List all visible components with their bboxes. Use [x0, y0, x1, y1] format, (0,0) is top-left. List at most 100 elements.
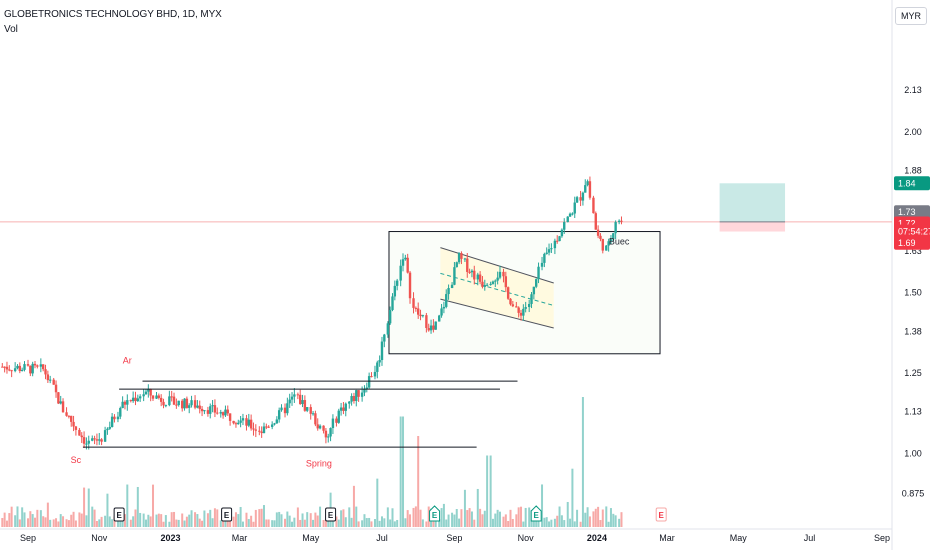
volume-bar: [237, 514, 240, 527]
candle-body: [65, 412, 68, 416]
candle-body: [185, 398, 189, 408]
volume-bar: [211, 518, 214, 527]
volume-bar: [10, 506, 13, 527]
volume-bar: [162, 521, 165, 527]
volume-bar: [335, 516, 338, 527]
earnings-marker[interactable]: E: [325, 507, 337, 522]
volume-bar: [44, 517, 47, 527]
volume-bar: [404, 518, 407, 527]
time-axis[interactable]: Sep Nov 2023 Mar May Jul Sep Nov 2024 Mar May Jul Se…: [20, 533, 890, 543]
candle-body: [421, 315, 425, 317]
candle-body: [41, 364, 45, 370]
earnings-marker[interactable]: E: [221, 507, 233, 522]
volume-bar: [466, 510, 469, 527]
volume-bar: [594, 508, 597, 527]
candle-body: [311, 413, 315, 415]
x-tick-label: Jul: [804, 533, 816, 543]
volume-bar: [29, 511, 32, 527]
candle-body: [106, 428, 109, 431]
volume-bar: [451, 512, 454, 527]
earnings-marker[interactable]: E: [113, 507, 125, 522]
volume-bar: [119, 521, 122, 527]
candle-body: [78, 429, 81, 436]
volume-bar: [134, 509, 137, 527]
drawing-zones: [0, 183, 892, 232]
volume-bar: [592, 511, 595, 527]
candle-body: [70, 415, 73, 422]
volume-bar: [344, 517, 347, 527]
candle-body: [252, 428, 255, 430]
volume-bar: [348, 507, 351, 527]
earnings-label: E: [659, 511, 665, 520]
volume-bar: [98, 519, 101, 527]
candle-body: [485, 284, 489, 286]
candle-body: [247, 419, 251, 426]
candle-body: [540, 262, 544, 267]
volume-bar: [175, 519, 178, 527]
candle-body: [463, 258, 467, 260]
volume-bar: [273, 520, 276, 527]
volume-bar: [337, 519, 340, 527]
symbol-title[interactable]: GLOBETRONICS TECHNOLOGY BHD, 1D, MYX: [4, 9, 222, 20]
volume-bar: [607, 521, 610, 527]
candle-body: [468, 271, 471, 273]
volume-bar: [301, 513, 304, 527]
candle-body: [147, 389, 150, 392]
volume-bar: [417, 436, 420, 527]
volume-bar: [528, 507, 531, 527]
earnings-marker[interactable]: E: [530, 505, 542, 522]
candle-body: [453, 267, 456, 285]
candle-body: [550, 248, 553, 250]
volume-bar: [16, 506, 19, 527]
volume-label[interactable]: Vol: [4, 24, 18, 35]
candle-body: [151, 395, 155, 399]
volume-bar: [83, 487, 86, 527]
candle-body: [237, 422, 240, 425]
drawings[interactable]: [388, 231, 661, 355]
candle-body: [588, 181, 592, 198]
volume-bar: [504, 514, 507, 527]
volume-bar: [588, 516, 591, 527]
volume-bar: [21, 507, 24, 527]
annotation-label: Sc: [71, 455, 82, 465]
candle-body: [200, 408, 204, 412]
candle-body: [213, 405, 217, 413]
candle-body: [270, 424, 274, 427]
candle-body: [221, 412, 225, 416]
volume-bar: [558, 506, 561, 527]
volume-bar: [1, 517, 4, 527]
currency-button[interactable]: MYR: [895, 7, 927, 25]
price-tag-label: 1.73: [898, 207, 916, 217]
price-axis[interactable]: 2.13 2.00 1.88 1.63 1.50 1.38 1.25 1.13 1.00 0.87…: [902, 85, 925, 499]
candle-body: [16, 365, 19, 369]
x-tick-label: Nov: [518, 533, 535, 543]
volume-bar: [303, 519, 306, 527]
candle-body: [172, 396, 176, 405]
candle-body: [563, 222, 566, 230]
volume-bar: [216, 509, 219, 527]
candle-body: [164, 405, 168, 407]
earnings-marker[interactable]: E: [655, 507, 667, 522]
volume-bar: [280, 514, 283, 527]
candle-body: [612, 233, 615, 240]
volume-bar: [271, 520, 274, 527]
volume-bar: [322, 520, 325, 527]
volume-bar: [491, 518, 494, 527]
volume-bar: [414, 506, 417, 527]
volume-bar: [34, 517, 37, 527]
candle-body: [370, 376, 373, 378]
candle-body: [183, 398, 186, 409]
volume-bar: [597, 506, 600, 527]
volume-bar: [373, 519, 376, 527]
candle-body: [329, 428, 332, 437]
candle-body: [558, 236, 561, 242]
volume-bar: [57, 521, 60, 527]
volume-bar: [123, 514, 126, 527]
candle-body: [355, 390, 358, 402]
earnings-marker[interactable]: E: [429, 505, 441, 522]
candle-body: [296, 394, 300, 396]
candle-body: [286, 403, 289, 414]
volume-bar: [85, 515, 88, 527]
